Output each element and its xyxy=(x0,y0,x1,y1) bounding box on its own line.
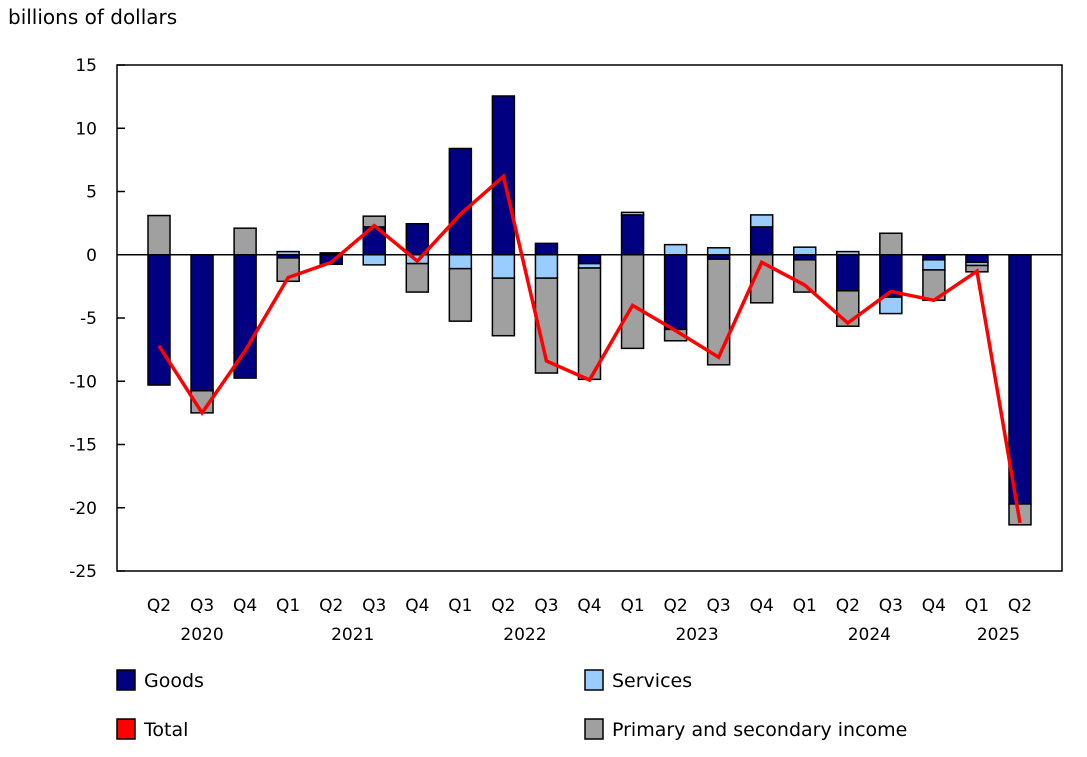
y-tick-label: 5 xyxy=(86,183,97,203)
bar-goods xyxy=(793,254,817,261)
bar-services xyxy=(491,254,516,279)
x-tick-label: Q2 xyxy=(836,596,860,616)
legend-swatch xyxy=(584,718,604,740)
legend-swatch xyxy=(584,669,604,691)
bar-primary-and-secondary-income xyxy=(405,262,430,293)
x-tick-label: Q4 xyxy=(577,596,601,616)
year-label: 2020 xyxy=(180,625,223,645)
x-tick-label: Q4 xyxy=(922,596,946,616)
bar-goods xyxy=(836,254,860,292)
x-tick-label: Q4 xyxy=(233,596,257,616)
bar-services xyxy=(362,254,386,266)
bar-goods xyxy=(1008,254,1032,505)
x-tick-label: Q1 xyxy=(965,596,989,616)
bar-primary-and-secondary-income xyxy=(879,232,903,256)
bar-services xyxy=(922,259,946,271)
bar-goods xyxy=(965,254,989,264)
x-tick-label: Q1 xyxy=(793,596,817,616)
y-axis-title: billions of dollars xyxy=(8,5,177,29)
bar-goods xyxy=(749,226,774,256)
bar-primary-and-secondary-income xyxy=(534,277,559,374)
y-tick-label: 0 xyxy=(86,246,97,266)
year-label: 2024 xyxy=(848,625,891,645)
y-tick-label: -15 xyxy=(69,436,97,456)
y-tick-label: -5 xyxy=(80,309,97,329)
legend-label: Total xyxy=(143,719,188,741)
year-label: 2022 xyxy=(503,625,546,645)
x-tick-label: Q3 xyxy=(707,596,731,616)
x-tick-label: Q4 xyxy=(405,596,429,616)
bar-primary-and-secondary-income xyxy=(491,277,516,337)
bar-services xyxy=(663,243,688,256)
y-tick-label: 15 xyxy=(75,56,97,76)
bar-services xyxy=(706,247,731,256)
x-tick-label: Q1 xyxy=(448,596,472,616)
legend-label: Goods xyxy=(144,670,204,692)
x-tick-label: Q2 xyxy=(663,596,687,616)
bar-primary-and-secondary-income xyxy=(147,214,171,256)
x-tick-label: Q2 xyxy=(491,596,515,616)
bar-primary-and-secondary-income xyxy=(233,227,257,256)
bar-goods xyxy=(620,214,645,256)
x-tick-label: Q3 xyxy=(534,596,558,616)
line-total xyxy=(157,173,1022,524)
bar-goods xyxy=(448,147,473,256)
bar-primary-and-secondary-income xyxy=(620,254,645,350)
x-tick-label: Q3 xyxy=(362,596,386,616)
bar-services xyxy=(793,246,817,256)
x-tick-label: Q3 xyxy=(879,596,903,616)
legend-swatch xyxy=(116,718,136,740)
bar-goods xyxy=(190,254,214,392)
bar-primary-and-secondary-income xyxy=(706,258,731,366)
bar-primary-and-secondary-income xyxy=(577,267,602,381)
bar-services xyxy=(749,214,774,228)
x-tick-label: Q2 xyxy=(319,596,343,616)
legend-swatch xyxy=(116,669,136,691)
bar-goods xyxy=(663,254,688,331)
y-tick-label: 10 xyxy=(75,119,97,139)
bar-goods xyxy=(577,254,602,265)
x-tick-label: Q4 xyxy=(750,596,774,616)
y-tick-label: -25 xyxy=(69,562,97,582)
x-tick-label: Q2 xyxy=(147,596,171,616)
year-label: 2021 xyxy=(331,625,374,645)
x-tick-label: Q1 xyxy=(620,596,644,616)
bar-goods xyxy=(405,223,430,256)
x-tick-label: Q1 xyxy=(276,596,300,616)
bar-services xyxy=(448,254,473,270)
year-label: 2023 xyxy=(675,625,718,645)
legend-label: Services xyxy=(612,670,692,692)
y-tick-label: -10 xyxy=(69,372,97,392)
bar-goods xyxy=(534,242,559,256)
bar-services xyxy=(879,296,903,315)
bar-goods xyxy=(147,254,171,386)
year-label: 2025 xyxy=(977,625,1020,645)
x-tick-label: Q2 xyxy=(1008,596,1032,616)
bar-services xyxy=(534,254,559,279)
legend-label: Primary and secondary income xyxy=(612,719,907,741)
bar-goods xyxy=(922,254,946,261)
bar-primary-and-secondary-income xyxy=(448,267,473,322)
x-tick-label: Q3 xyxy=(190,596,214,616)
bar-services xyxy=(620,211,645,216)
y-tick-label: -20 xyxy=(69,499,97,519)
